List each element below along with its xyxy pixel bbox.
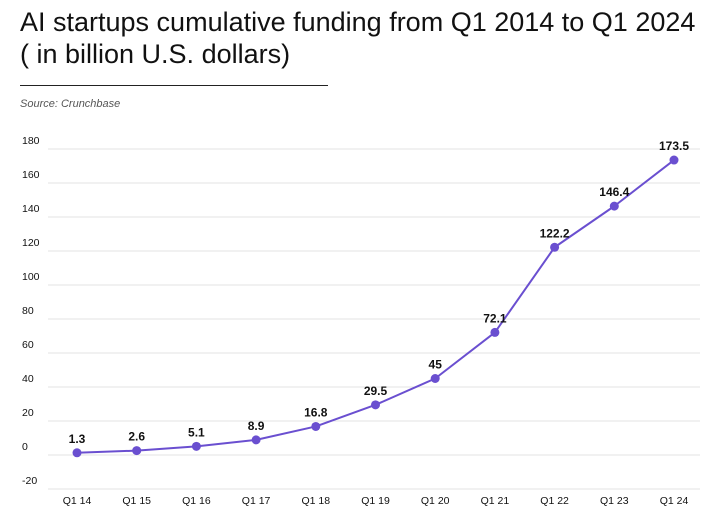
data-label: 16.8 [304, 405, 328, 419]
data-label: 173.5 [659, 139, 689, 153]
data-label: 72.1 [483, 311, 507, 325]
y-axis-ticks: -20 0 20 40 60 80 100 120 140 160 180 [22, 135, 40, 487]
y-tick-label: 40 [22, 373, 34, 385]
data-label: 29.5 [364, 384, 388, 398]
x-tick-label: Q1 24 [660, 495, 689, 507]
y-tick-label: -20 [22, 475, 37, 487]
x-tick-label: Q1 15 [122, 495, 151, 507]
x-tick-label: Q1 14 [63, 495, 92, 507]
y-tick-label: 120 [22, 237, 40, 249]
data-label: 45 [429, 358, 443, 372]
x-axis-ticks: Q1 14 Q1 15 Q1 16 Q1 17 Q1 18 Q1 19 Q1 20 Q1 21… [63, 495, 689, 507]
x-tick-label: Q1 20 [421, 495, 450, 507]
data-label: 1.3 [69, 432, 86, 446]
data-point [132, 446, 142, 456]
x-tick-label: Q1 23 [600, 495, 629, 507]
data-label: 146.4 [599, 185, 629, 199]
chart-title-line1: AI startups cumulative funding from Q1 2… [20, 7, 696, 37]
y-tick-label: 100 [22, 271, 40, 283]
data-point [311, 421, 321, 431]
data-label: 8.9 [248, 419, 265, 433]
x-tick-label: Q1 16 [182, 495, 211, 507]
y-tick-label: 0 [22, 441, 28, 453]
title-divider [20, 85, 328, 86]
chart-title-line2: ( in billion U.S. dollars) [20, 39, 291, 69]
data-point [251, 435, 261, 445]
y-tick-label: 160 [22, 169, 40, 181]
x-tick-label: Q1 17 [242, 495, 271, 507]
data-point [550, 242, 560, 252]
data-point [371, 400, 380, 410]
data-point [191, 441, 201, 451]
y-tick-label: 60 [22, 339, 34, 351]
y-tick-label: 140 [22, 203, 40, 215]
x-tick-label: Q1 18 [301, 495, 330, 507]
chart-title: AI startups cumulative funding from Q1 2… [20, 6, 700, 70]
data-point [490, 327, 500, 337]
data-point [72, 448, 82, 458]
grid-lines [48, 148, 700, 490]
y-tick-label: 20 [22, 407, 34, 419]
x-tick-label: Q1 21 [481, 495, 510, 507]
x-tick-label: Q1 22 [540, 495, 569, 507]
data-point [430, 374, 440, 383]
data-label: 2.6 [128, 430, 145, 444]
data-point [669, 155, 679, 165]
series-layer [72, 155, 679, 458]
data-point [609, 201, 619, 211]
data-label: 122.2 [540, 226, 570, 240]
data-labels: 1.3 2.6 5.1 8.9 16.8 29.5 45 72.1 122.2 146.4 173.… [69, 139, 690, 446]
y-tick-label: 80 [22, 305, 34, 317]
y-tick-label: 180 [22, 135, 40, 147]
data-label: 5.1 [188, 425, 205, 439]
source-note: Source: Crunchbase [20, 98, 121, 110]
x-tick-label: Q1 19 [361, 495, 390, 507]
